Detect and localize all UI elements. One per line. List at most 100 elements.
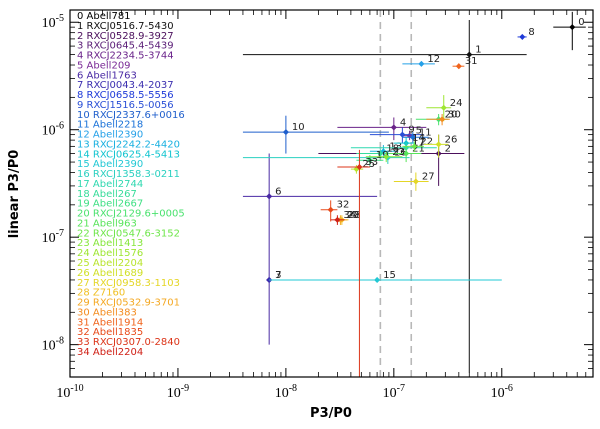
x-tick-label-0: 10-10 xyxy=(56,383,83,401)
point-label-34: 34 xyxy=(343,210,356,221)
data-point-11 xyxy=(409,134,416,141)
data-point-10 xyxy=(282,129,289,136)
legend-item-33: 33 RXCJ0307.0-2840 xyxy=(77,337,180,348)
point-label-25: 25 xyxy=(362,159,375,170)
point-label-3: 3 xyxy=(275,270,281,281)
data-point-8 xyxy=(519,33,526,40)
legend-item-24: 24 Abell1576 xyxy=(77,248,143,259)
point-label-30: 30 xyxy=(448,109,461,120)
cluster-1: 1 xyxy=(242,19,527,373)
data-point-18 xyxy=(377,150,384,157)
cluster-10: 10 xyxy=(242,115,389,154)
legend-item-29: 29 RXCJ0532.9-3701 xyxy=(77,298,180,309)
legend-item-1: 1 RXCJ0516.7-5430 xyxy=(77,21,174,32)
legend-item-25: 25 Abell2204 xyxy=(77,258,143,269)
cluster-0: 0 xyxy=(553,11,586,51)
legend-item-14: 14 RXCJ0625.4-5413 xyxy=(77,149,180,160)
point-label-31: 31 xyxy=(465,56,478,67)
cluster-15: 15 xyxy=(269,270,502,283)
cluster-34: 34 xyxy=(330,210,356,225)
cluster-23: 23 xyxy=(365,147,405,163)
axis-ticks: 10-10 10-9 10-8 10-7 10-6 10-8 10-7 10-6 10-5 xyxy=(42,10,593,401)
point-label-24: 24 xyxy=(450,98,463,109)
x-tick-label-4: 10-6 xyxy=(491,383,513,401)
data-point-15 xyxy=(374,276,381,283)
cluster-26: 26 xyxy=(423,134,458,158)
data-point-31 xyxy=(455,63,462,70)
cluster-33: 33 xyxy=(337,149,378,377)
point-label-21: 21 xyxy=(412,144,425,155)
y-tick-label-0: 10-8 xyxy=(42,336,64,354)
data-point-27 xyxy=(412,178,419,185)
legend-item-7: 7 RXCJ0043.4-2037 xyxy=(77,80,174,91)
point-label-7: 7 xyxy=(275,270,281,281)
cluster-4: 4 xyxy=(337,117,427,141)
cluster-30: 30 xyxy=(426,109,461,126)
legend-item-34: 34 Abell2204 xyxy=(77,347,143,358)
y-tick-label-3: 10-5 xyxy=(42,13,64,31)
cluster-22: 22 xyxy=(402,136,433,153)
legend-item-9: 9 RXCJ1516.5-0056 xyxy=(77,100,174,111)
data-point-21 xyxy=(403,150,410,157)
x-tick-label-2: 10-8 xyxy=(275,383,297,401)
data-point-12 xyxy=(418,60,425,67)
point-label-6: 6 xyxy=(275,186,281,197)
legend-item-15: 15 Abell2390 xyxy=(77,159,143,170)
legend-item-4: 4 RXCJ2234.5-3744 xyxy=(77,51,174,62)
legend-item-20: 20 RXCJ2129.6+0005 xyxy=(77,209,185,220)
point-label-9: 9 xyxy=(408,125,414,136)
cluster-8: 8 xyxy=(517,27,535,40)
point-label-1: 1 xyxy=(475,45,481,56)
point-label-2: 2 xyxy=(445,144,451,155)
legend-item-10: 10 RXCJ2337.6+0016 xyxy=(77,110,185,121)
point-label-20: 20 xyxy=(445,109,458,120)
point-label-18: 18 xyxy=(386,144,399,155)
legend-item-5: 5 Abell209 xyxy=(77,60,131,71)
point-label-26: 26 xyxy=(445,134,458,145)
point-label-17: 17 xyxy=(412,138,425,149)
y-axis-label: linear P3/P0 xyxy=(7,150,22,239)
data-point-23 xyxy=(383,153,390,160)
point-label-12: 12 xyxy=(427,54,440,65)
legend-item-0: 0 Abell781 xyxy=(77,11,131,22)
legend-item-17: 17 Abell2744 xyxy=(77,179,143,190)
point-label-28: 28 xyxy=(348,210,361,221)
legend-item-11: 11 Abell2218 xyxy=(77,120,143,131)
reference-lines xyxy=(379,10,413,377)
point-label-5: 5 xyxy=(416,126,422,137)
legend-item-28: 28 Z7160 xyxy=(77,288,125,299)
x-tick-label-1: 10-9 xyxy=(167,383,189,401)
legend-item-6: 6 Abell1763 xyxy=(77,70,137,81)
cluster-27: 27 xyxy=(393,171,435,191)
legend-item-19: 19 Abell2667 xyxy=(77,199,143,210)
legend-item-30: 30 Abell383 xyxy=(77,307,137,318)
data-point-19 xyxy=(366,157,373,164)
point-label-22: 22 xyxy=(420,136,433,147)
point-label-8: 8 xyxy=(528,27,534,38)
point-label-13: 13 xyxy=(389,141,402,152)
legend-item-16: 16 RXCJ1358.3-0211 xyxy=(77,169,180,180)
cluster-19: 19 xyxy=(356,150,389,166)
data-point-32 xyxy=(327,206,334,213)
data-point-26 xyxy=(435,141,442,148)
cluster-11: 11 xyxy=(402,127,432,144)
y-tick-label-2: 10-6 xyxy=(42,121,64,139)
point-label-33: 33 xyxy=(365,157,378,168)
point-label-14: 14 xyxy=(412,133,425,144)
x-axis-label: P3/P0 xyxy=(310,406,352,421)
legend-item-13: 13 RXCJ2242.2-4420 xyxy=(77,139,180,150)
data-point-30 xyxy=(439,116,446,123)
legend-item-2: 2 RXCJ0528.9-3927 xyxy=(77,31,174,42)
legend-item-27: 27 RXCJ0958.3-1103 xyxy=(77,278,180,289)
data-point-24 xyxy=(440,104,447,111)
y-tick-label-1: 10-7 xyxy=(42,228,64,246)
legend-item-18: 18 Abell267 xyxy=(77,189,137,200)
point-label-15: 15 xyxy=(383,270,396,281)
point-label-4: 4 xyxy=(400,117,406,128)
legend-item-8: 8 RXCJ0658.5-5556 xyxy=(77,90,174,101)
point-label-0: 0 xyxy=(578,17,584,28)
plot-frame xyxy=(69,9,594,378)
point-label-29: 29 xyxy=(346,210,359,221)
legend-item-26: 26 Abell1689 xyxy=(77,268,143,279)
